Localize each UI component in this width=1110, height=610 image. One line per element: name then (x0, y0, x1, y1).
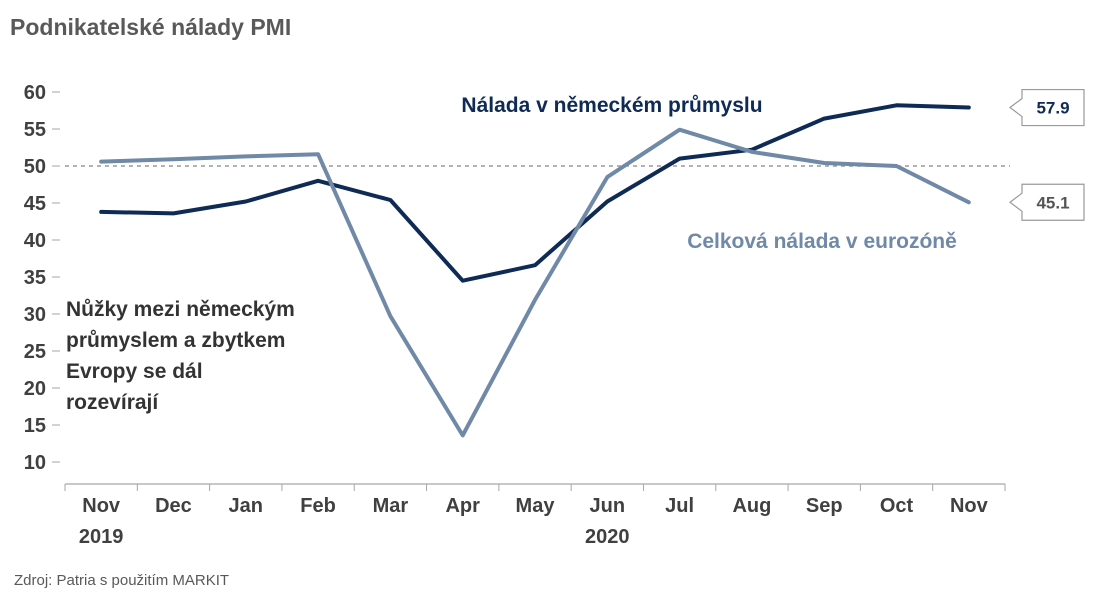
y-tick-label: 25 (24, 341, 46, 363)
y-tick-label: 10 (24, 452, 46, 474)
x-tick-label: Aug (732, 495, 771, 517)
y-tick-label: 30 (24, 304, 46, 326)
x-tick-label: Nov (82, 495, 121, 517)
x-tick-label: Dec (155, 495, 192, 517)
x-tick-label: Oct (880, 495, 914, 517)
end-callout-eurozone (1009, 183, 1085, 221)
y-tick-label: 20 (24, 378, 46, 400)
x-tick-label: Nov (950, 495, 989, 517)
y-tick-label: 45 (24, 193, 46, 215)
x-year-label: 2020 (585, 526, 630, 548)
x-tick-label: Apr (445, 495, 480, 517)
end-callout-germany (1009, 88, 1085, 127)
x-tick-label: Feb (300, 495, 336, 517)
x-year-label: 2019 (79, 526, 124, 548)
end-value-eurozone: 45.1 (1036, 193, 1069, 212)
series-label-germany: Nálada v německém průmyslu (461, 94, 762, 117)
x-tick-label: Jun (590, 495, 626, 517)
y-tick-label: 50 (24, 156, 46, 178)
series-line-eurozone (99, 127, 971, 438)
y-tick-label: 40 (24, 230, 46, 252)
y-tick-label: 55 (24, 119, 46, 141)
x-tick-label: Jul (665, 495, 694, 517)
y-tick-label: 35 (24, 267, 46, 289)
x-tick-label: Sep (806, 495, 843, 517)
y-tick-label: 15 (24, 415, 46, 437)
annotation-line: Nůžky mezi německým (66, 298, 295, 321)
source-note: Zdroj: Patria s použitím MARKIT (14, 572, 230, 589)
y-tick-label: 60 (24, 82, 46, 104)
chart-title: Podnikatelské nálady PMI (10, 14, 292, 40)
x-tick-label: May (516, 495, 556, 517)
x-tick-label: Mar (373, 495, 409, 517)
x-tick-label: Jan (229, 495, 263, 517)
annotation-line: rozevírají (66, 391, 159, 414)
annotation-line: Evropy se dál (66, 360, 203, 383)
series-label-eurozone: Celková nálada v eurozóně (687, 230, 957, 253)
annotation-line: průmyslem a zbytkem (66, 329, 285, 352)
series-line-germany (99, 103, 971, 283)
end-value-germany: 57.9 (1036, 99, 1069, 118)
